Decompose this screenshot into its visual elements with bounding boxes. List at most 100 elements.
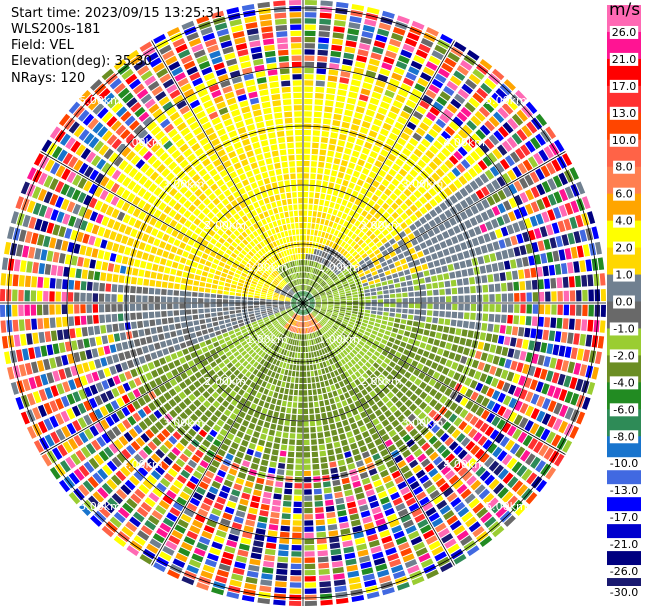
- range-gate: [339, 311, 345, 314]
- range-gate: [349, 582, 362, 591]
- range-gate: [115, 342, 123, 352]
- range-gate: [307, 315, 310, 321]
- range-gate: [213, 326, 220, 332]
- range-gate: [502, 408, 512, 420]
- range-gate: [320, 6, 333, 13]
- range-gate: [196, 541, 209, 551]
- range-gate: [495, 345, 503, 355]
- range-gate: [272, 358, 278, 365]
- range-gate: [320, 0, 333, 7]
- range-gate: [472, 502, 484, 514]
- range-gate: [79, 245, 87, 256]
- range-gate: [356, 392, 363, 399]
- range-gate: [326, 156, 333, 163]
- range-gate: [327, 449, 335, 456]
- range-gate: [337, 239, 343, 246]
- range-gate: [525, 352, 533, 363]
- range-gate: [365, 527, 377, 536]
- range-gate: [304, 600, 318, 606]
- range-gate: [444, 57, 457, 68]
- range-gate: [325, 505, 335, 513]
- range-gate: [142, 312, 149, 319]
- range-gate: [337, 272, 343, 277]
- range-gate: [312, 457, 319, 464]
- range-gate: [291, 538, 302, 545]
- range-gate: [469, 379, 478, 389]
- range-gate: [367, 276, 374, 282]
- range-gate: [370, 310, 377, 315]
- range-gate: [321, 299, 328, 301]
- range-gate: [372, 551, 384, 560]
- range-gate: [175, 276, 182, 283]
- range-gate: [358, 231, 365, 238]
- range-gate: [311, 339, 314, 345]
- range-gate: [361, 121, 371, 129]
- range-gate: [356, 246, 363, 253]
- range-gate: [136, 295, 142, 303]
- range-gate: [283, 343, 288, 349]
- range-gate: [304, 545, 315, 551]
- range-gate: [284, 330, 289, 336]
- range-gate: [161, 310, 167, 317]
- range-gate: [371, 91, 382, 100]
- range-gate: [424, 276, 431, 283]
- range-gate: [0, 304, 6, 318]
- range-gate: [348, 389, 355, 397]
- range-gate: [393, 278, 400, 284]
- range-gate: [313, 364, 317, 370]
- range-gate: [340, 373, 346, 380]
- range-gate: [185, 309, 192, 315]
- range-gate: [266, 536, 277, 543]
- range-gate: [413, 190, 422, 199]
- range-gate: [400, 110, 411, 120]
- range-gate: [149, 279, 156, 287]
- range-gate: [280, 525, 290, 532]
- range-gate: [470, 133, 482, 144]
- range-gate: [323, 487, 332, 494]
- range-gate: [340, 366, 347, 373]
- range-gate: [393, 188, 402, 197]
- range-gate: [246, 448, 255, 456]
- range-gate: [338, 516, 348, 523]
- range-gate: [305, 346, 308, 353]
- range-gate: [179, 342, 187, 349]
- range-gate: [263, 368, 269, 375]
- range-gate: [224, 506, 235, 515]
- range-gate: [112, 354, 120, 364]
- range-gate: [185, 297, 192, 303]
- range-gate: [68, 279, 75, 290]
- range-gate: [368, 358, 375, 365]
- range-gate: [427, 297, 433, 303]
- range-gate: [324, 399, 330, 406]
- range-gate: [427, 303, 433, 309]
- range-gate: [386, 207, 395, 215]
- range-gate: [340, 351, 346, 358]
- range-gate: [283, 426, 290, 432]
- range-gate: [200, 276, 207, 282]
- range-gate: [489, 344, 497, 354]
- range-gate: [273, 392, 279, 399]
- range-gate: [354, 371, 361, 378]
- range-gate: [498, 239, 506, 249]
- range-gate: [360, 357, 367, 364]
- range-gate: [327, 308, 333, 311]
- range-gate: [487, 442, 498, 454]
- range-gate: [329, 337, 334, 343]
- range-gate: [536, 329, 543, 340]
- range-gate: [162, 348, 170, 356]
- range-gate: [373, 118, 383, 127]
- range-gate: [153, 359, 161, 368]
- range-gate: [286, 463, 294, 470]
- range-gate: [142, 345, 149, 354]
- range-gate: [370, 545, 382, 554]
- range-gate: [385, 459, 395, 468]
- range-gate: [506, 224, 515, 235]
- range-gate: [213, 535, 225, 544]
- range-gate: [183, 570, 197, 580]
- range-gate: [433, 381, 442, 390]
- range-gate: [287, 451, 295, 458]
- range-gate: [330, 228, 336, 235]
- range-gate: [307, 279, 310, 285]
- range-gate: [421, 303, 427, 309]
- range-gate: [516, 362, 524, 373]
